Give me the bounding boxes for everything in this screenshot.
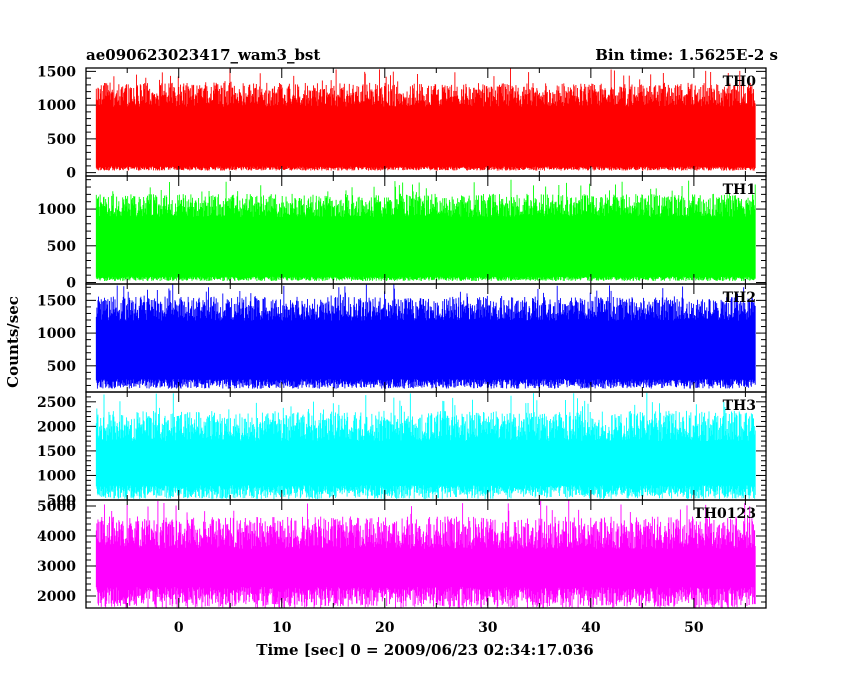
x-tick-label: 10 — [272, 620, 292, 636]
series-th0123-curve — [95, 500, 756, 608]
y-tick-label: 4000 — [37, 529, 76, 545]
y-tick-label: 500 — [47, 239, 76, 255]
y-tick-label: 500 — [47, 493, 76, 509]
panel-label-th2: TH2 — [723, 290, 756, 306]
y-tick-label: 500 — [47, 132, 76, 148]
x-axis-label: Time [sec] 0 = 2009/06/23 02:34:17.036 — [256, 641, 593, 659]
y-tick-label: 1500 — [37, 444, 76, 460]
x-tick-label: 50 — [684, 620, 704, 636]
y-tick-label: 5000 — [37, 499, 76, 515]
series-th2-curve — [95, 284, 756, 389]
chart-title-right: Bin time: 1.5625E-2 s — [595, 46, 778, 64]
y-tick-label: 2000 — [37, 419, 76, 435]
panel-label-th0: TH0 — [723, 74, 757, 90]
y-tick-label: 0 — [66, 276, 76, 292]
panel-label-th0123: TH0123 — [693, 506, 756, 522]
y-tick-label: 500 — [47, 359, 76, 375]
y-axis-label: Counts/sec — [4, 296, 22, 388]
series-th0-curve — [95, 68, 756, 171]
y-tick-label: 1000 — [37, 98, 76, 114]
panel-label-th3: TH3 — [723, 398, 756, 414]
y-tick-label: 0 — [66, 166, 76, 182]
x-tick-label: 40 — [581, 620, 601, 636]
x-tick-label: 30 — [478, 620, 498, 636]
x-tick-label: 0 — [174, 620, 184, 636]
x-tick-label: 20 — [375, 620, 395, 636]
y-tick-label: 3000 — [37, 559, 76, 575]
series-th3-curve — [95, 392, 756, 500]
chart-title-left: ae090623023417_wam3_bst — [86, 46, 320, 64]
series-th1-curve — [95, 179, 756, 282]
y-tick-label: 1500 — [37, 64, 76, 80]
y-tick-label: 2000 — [37, 589, 76, 605]
series-layer — [95, 68, 756, 608]
panel-label-th1: TH1 — [723, 182, 756, 198]
y-tick-label: 1000 — [37, 468, 76, 484]
y-tick-label: 2500 — [37, 395, 76, 411]
y-tick-label: 1000 — [37, 326, 76, 342]
y-tick-label: 1000 — [37, 202, 76, 218]
y-tick-label: 1500 — [37, 293, 76, 309]
